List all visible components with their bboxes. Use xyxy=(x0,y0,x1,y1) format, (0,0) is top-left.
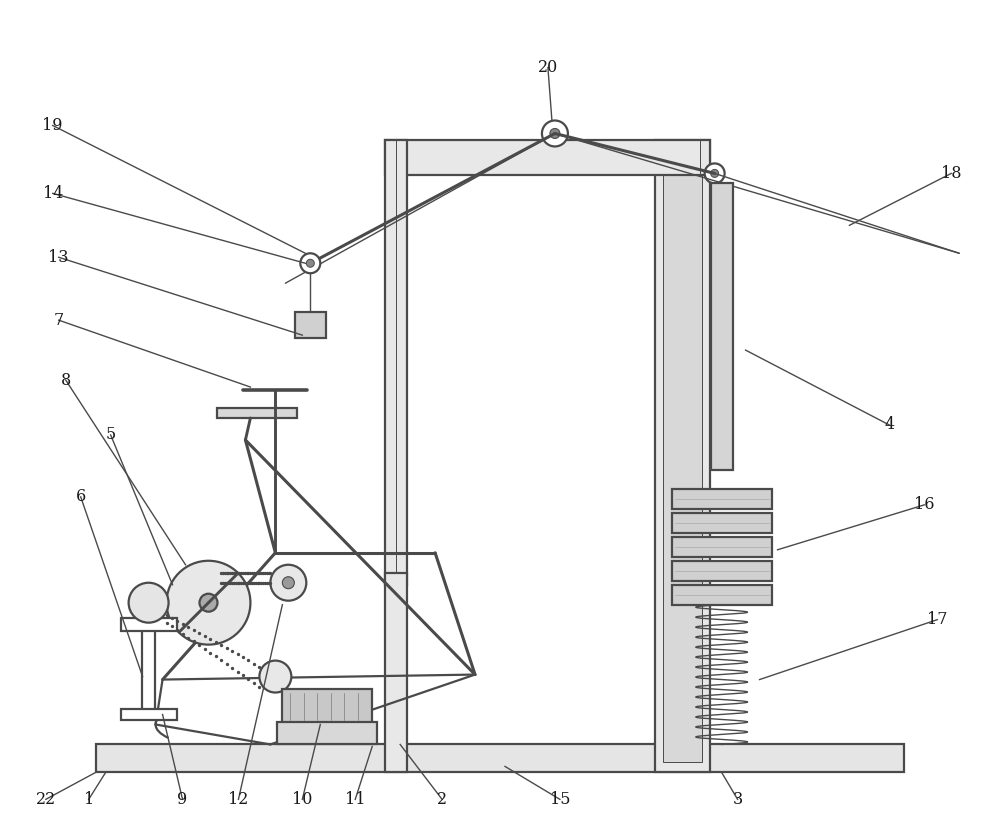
Text: 9: 9 xyxy=(177,791,188,808)
Bar xyxy=(672,584,772,605)
Text: 14: 14 xyxy=(43,185,63,202)
Text: 4: 4 xyxy=(884,417,894,433)
Text: 5: 5 xyxy=(106,427,116,443)
Text: 2: 2 xyxy=(437,791,447,808)
Circle shape xyxy=(711,170,719,177)
Text: 18: 18 xyxy=(941,164,961,182)
Circle shape xyxy=(282,577,294,589)
Bar xyxy=(277,722,377,745)
Text: 1: 1 xyxy=(84,791,94,808)
Circle shape xyxy=(306,259,314,267)
Text: 22: 22 xyxy=(36,791,56,808)
Bar xyxy=(385,140,407,584)
Text: 15: 15 xyxy=(550,791,570,808)
Circle shape xyxy=(270,564,306,600)
Bar xyxy=(295,312,326,338)
Text: 11: 11 xyxy=(345,791,365,808)
Bar xyxy=(385,140,710,175)
Text: 7: 7 xyxy=(54,311,64,329)
Text: 16: 16 xyxy=(914,496,935,514)
Bar xyxy=(655,140,710,772)
Bar xyxy=(217,408,297,418)
Circle shape xyxy=(542,120,568,146)
Bar xyxy=(672,488,772,509)
Bar xyxy=(711,184,733,470)
Text: 19: 19 xyxy=(42,117,63,134)
Circle shape xyxy=(300,253,320,273)
Bar xyxy=(142,625,155,715)
Bar xyxy=(121,618,177,630)
Circle shape xyxy=(550,129,560,139)
Bar xyxy=(672,561,772,580)
Text: 6: 6 xyxy=(76,488,86,505)
Bar xyxy=(282,689,372,725)
Bar xyxy=(672,513,772,533)
Text: 8: 8 xyxy=(61,372,71,388)
Circle shape xyxy=(259,660,291,692)
Text: 13: 13 xyxy=(48,249,69,266)
Text: 20: 20 xyxy=(538,59,558,76)
Bar xyxy=(96,745,904,772)
Bar xyxy=(672,537,772,557)
Circle shape xyxy=(129,583,169,623)
Bar xyxy=(663,150,702,762)
Circle shape xyxy=(167,561,250,645)
Bar xyxy=(121,709,177,721)
Text: 10: 10 xyxy=(292,791,313,808)
Circle shape xyxy=(705,164,725,184)
Circle shape xyxy=(200,594,217,612)
Bar xyxy=(385,573,407,772)
Text: 3: 3 xyxy=(732,791,743,808)
Text: 17: 17 xyxy=(927,611,948,628)
Text: 12: 12 xyxy=(228,791,249,808)
